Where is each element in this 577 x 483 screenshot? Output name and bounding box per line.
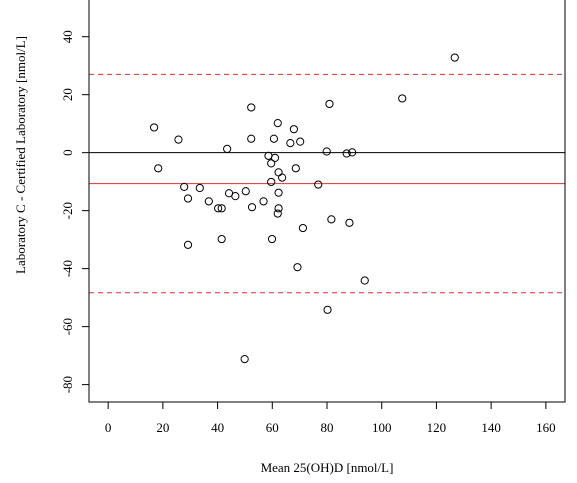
y-tick-label: 40	[60, 30, 75, 43]
x-tick-label: 0	[105, 420, 112, 435]
data-point	[270, 153, 280, 162]
y-tick-label: 0	[60, 149, 75, 156]
data-point	[267, 159, 276, 168]
data-point	[342, 149, 351, 158]
y-axis-title: Laboratory C - Certified Laboratory [nmo…	[13, 36, 28, 274]
data-point	[286, 138, 295, 148]
x-axis-title: Mean 25(OH)D [nmol/L]	[261, 460, 394, 475]
data-point	[195, 183, 204, 193]
data-point	[247, 134, 256, 143]
y-tick-label: -40	[60, 260, 75, 277]
y-axis-ticks: -80 -60 -40 -20 0 20 40	[60, 30, 89, 393]
y-tick-label: -60	[60, 318, 75, 335]
data-point	[247, 103, 256, 112]
data-point	[274, 168, 283, 177]
data-point	[289, 125, 298, 134]
data-point	[325, 99, 334, 109]
data-point	[298, 223, 308, 233]
data-point	[273, 209, 282, 218]
data-point	[278, 173, 287, 182]
data-point	[323, 305, 332, 314]
data-point	[154, 164, 163, 173]
data-point	[241, 187, 250, 196]
data-point	[217, 204, 226, 213]
data-point	[217, 234, 226, 244]
data-point	[360, 276, 369, 285]
data-point	[259, 197, 268, 206]
data-point	[247, 203, 257, 212]
reference-lines	[89, 73, 565, 294]
data-point	[296, 137, 305, 146]
data-point	[267, 234, 277, 244]
data-point	[348, 148, 357, 157]
x-tick-label: 120	[427, 420, 447, 435]
data-point	[322, 147, 331, 156]
y-tick-label: -80	[60, 376, 75, 393]
data-point	[274, 204, 283, 213]
y-tick-label: -20	[60, 202, 75, 219]
x-tick-label: 160	[536, 420, 556, 435]
plot-frame	[88, 0, 566, 403]
data-point	[398, 94, 407, 103]
x-tick-label: 100	[372, 420, 392, 435]
data-point	[293, 263, 302, 272]
data-point	[180, 182, 189, 191]
x-tick-label: 80	[321, 420, 334, 435]
x-tick-label: 140	[481, 420, 501, 435]
x-axis-ticks: 0 20 40 60 80 100 120 140 160	[105, 402, 556, 435]
x-tick-label: 60	[266, 420, 279, 435]
data-point	[314, 180, 323, 189]
data-point	[291, 164, 300, 173]
data-point	[345, 218, 354, 227]
data-point	[231, 192, 240, 201]
data-point	[223, 144, 232, 153]
x-tick-label: 20	[156, 420, 169, 435]
data-point	[267, 177, 276, 187]
data-points	[150, 53, 459, 364]
data-point	[273, 118, 282, 128]
x-tick-label: 40	[211, 420, 224, 435]
data-point	[204, 197, 213, 206]
data-point	[274, 188, 283, 197]
data-point	[240, 354, 249, 364]
data-point	[150, 123, 159, 132]
data-point	[214, 204, 223, 213]
data-point	[269, 134, 279, 143]
data-point	[174, 135, 183, 144]
data-point	[183, 194, 193, 203]
data-point	[183, 240, 193, 249]
data-point	[450, 53, 459, 62]
y-tick-label: 20	[60, 88, 75, 101]
data-point	[327, 215, 336, 224]
